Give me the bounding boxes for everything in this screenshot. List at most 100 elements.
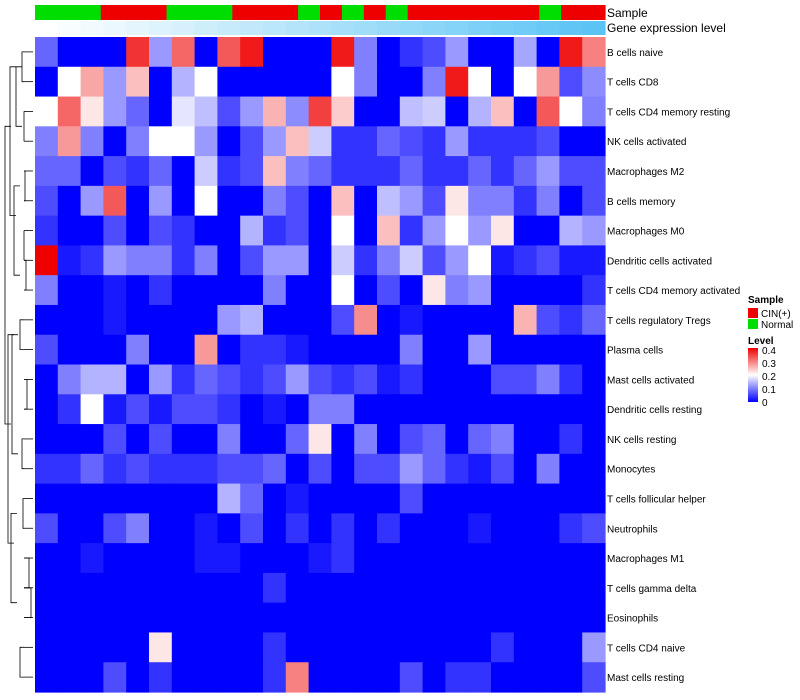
heatmap-cell [399,156,424,187]
heatmap-cell [126,245,150,276]
heatmap-cell [171,662,196,693]
heatmap-cell [126,394,150,425]
sample-annotation-segment [495,5,518,20]
heatmap-cell [103,662,127,693]
heatmap-cell [491,37,515,68]
heatmap-cell [582,364,606,395]
heatmap-cell [559,483,583,514]
heatmap-cell [536,543,560,574]
heatmap-cell [217,96,241,127]
heatmap-cell [468,453,492,485]
sample-annotation-segment [451,5,475,20]
heatmap-cell [491,632,515,663]
heatmap-cell [240,364,264,395]
expression-annotation-track [35,21,606,35]
row-label: Plasma cells [607,346,663,357]
heatmap-cell [194,513,218,544]
heatmap-cell [35,304,59,336]
heatmap-cell [35,424,59,455]
heatmap-cell [149,543,173,574]
heatmap-cell [240,572,264,604]
expression-annotation-segment [491,21,515,35]
heatmap-cell [445,453,469,485]
heatmap-cell [149,662,173,693]
heatmap-cell [217,662,241,693]
row-label: T cells regulatory Tregs [607,316,711,327]
row-label: T cells follicular helper [607,495,706,506]
heatmap-cell [445,602,469,634]
legend-swatch-normal [748,319,758,329]
heatmap-cell [149,245,173,276]
heatmap-cell [422,66,446,98]
heatmap-cell [126,126,150,157]
heatmap-cells [35,37,606,693]
heatmap-cell [513,364,538,395]
heatmap-cell [35,543,59,574]
heatmap-cell [57,364,82,395]
expression-annotation-segment [57,21,82,35]
heatmap-cell [354,424,378,455]
heatmap-cell [263,394,287,425]
heatmap-cell [57,156,82,187]
heatmap-cell [331,394,355,425]
heatmap-cell [354,156,378,187]
heatmap-cell [582,96,606,127]
row-label: Mast cells resting [607,673,684,684]
heatmap-cell [194,245,218,276]
heatmap-cell [126,66,150,98]
heatmap-cell [399,334,424,366]
heatmap-cell [582,662,606,693]
heatmap-cell [57,96,82,127]
heatmap-cell [377,424,401,455]
expression-annotation-segment [149,21,173,35]
dendrogram-branch [24,170,26,202]
heatmap-cell [468,96,492,127]
heatmap-cell [57,185,82,217]
heatmap-cell [536,483,560,514]
heatmap-cell [468,513,492,544]
heatmap-cell [103,37,127,68]
heatmap-cell [35,483,59,514]
heatmap-cell [331,156,355,187]
heatmap-cell [263,543,287,574]
heatmap-cell [445,185,469,217]
heatmap-cell [285,185,310,217]
heatmap-cell [559,215,583,247]
heatmap-cell [582,215,606,247]
row-label: Macrophages M0 [607,227,685,238]
heatmap-cell [308,275,332,306]
heatmap-cell [331,304,355,336]
heatmap-cell [240,156,264,187]
heatmap-cell [240,96,264,127]
legend-swatch-cin [748,308,758,318]
heatmap-cell [513,453,538,485]
heatmap-cell [308,364,332,395]
heatmap-cell [171,513,196,544]
sample-annotation-segment [341,5,365,20]
heatmap-cell [354,662,378,693]
heatmap-cell [103,394,127,425]
dendrogram-branch [21,438,24,470]
heatmap-cell [217,334,241,366]
heatmap-cell [263,364,287,395]
heatmap-cell [308,126,332,157]
heatmap-cell [422,572,446,604]
heatmap-cell [240,66,264,98]
heatmap-cell [331,513,355,544]
heatmap-cell [536,424,560,455]
row-label: Macrophages M2 [607,167,685,178]
heatmap-cell [285,364,310,395]
heatmap-cell [468,304,492,336]
heatmap-cell [513,632,538,663]
sample-annotation-segment [254,5,277,20]
heatmap-cell [171,453,196,485]
heatmap-cell [331,453,355,485]
row-dendrogram [4,51,33,678]
heatmap-cell [491,364,515,395]
heatmap-cell [445,483,469,514]
row-label: Macrophages M1 [607,554,685,565]
heatmap-cell [285,483,310,514]
heatmap-cell [445,572,469,604]
heatmap-cell [194,334,218,366]
heatmap-cell [194,275,218,306]
